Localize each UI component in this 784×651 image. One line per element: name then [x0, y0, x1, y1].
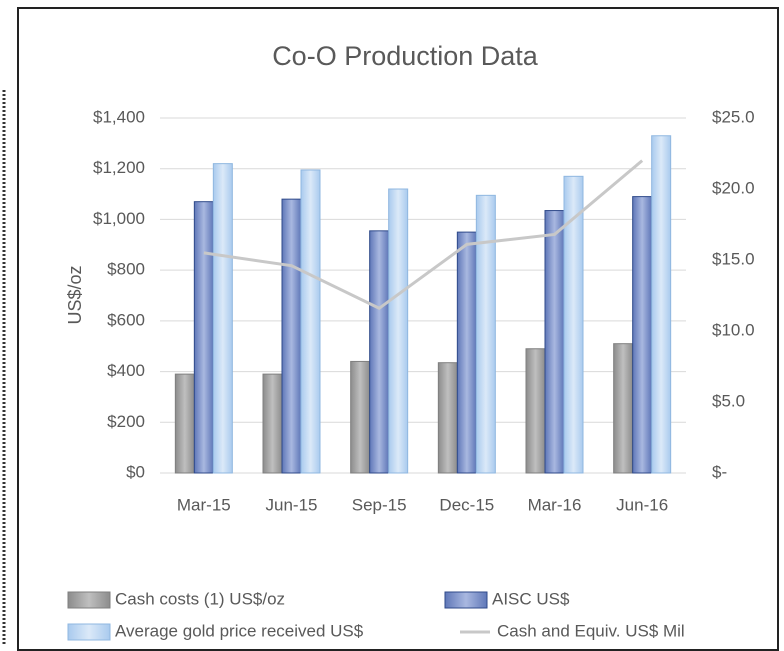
y2-tick-label: $20.0	[712, 178, 755, 197]
chart-title: Co-O Production Data	[272, 41, 539, 71]
legend-label: Cash and Equiv. US$ Mil	[497, 621, 685, 640]
bar	[632, 196, 653, 474]
bar	[456, 231, 477, 474]
legend-swatch	[444, 591, 488, 609]
y-tick-label: $1,000	[93, 209, 145, 228]
bar	[544, 210, 565, 474]
bar	[525, 348, 546, 474]
y-tick-label: $1,400	[93, 107, 145, 126]
legend-swatch	[67, 623, 111, 641]
legend-label: Cash costs (1) US$/oz	[115, 589, 285, 608]
bar	[350, 360, 371, 474]
y-tick-label: $1,200	[93, 158, 145, 177]
bar	[300, 169, 321, 474]
bar	[388, 188, 409, 474]
bar	[262, 373, 283, 474]
bar	[651, 135, 672, 474]
bar	[437, 362, 458, 474]
y2-tick-label: $10.0	[712, 320, 755, 339]
x-tick-label: Mar-15	[177, 495, 231, 514]
bar	[212, 163, 233, 474]
line-series	[203, 159, 644, 311]
x-tick-label: Jun-16	[616, 495, 668, 514]
y-axis-label: US$/oz	[65, 265, 85, 324]
legend-label: AISC US$	[492, 589, 570, 608]
y-tick-label: $400	[107, 361, 145, 380]
y2-tick-label: $25.0	[712, 107, 755, 126]
bar	[174, 373, 195, 474]
x-tick-label: Dec-15	[439, 495, 494, 514]
bar	[563, 175, 584, 474]
y-tick-label: $800	[107, 260, 145, 279]
y-tick-label: $600	[107, 310, 145, 329]
x-tick-label: Jun-15	[266, 495, 318, 514]
y2-tick-label: $-	[712, 462, 727, 481]
bar	[281, 198, 302, 474]
y2-tick-label: $5.0	[712, 391, 745, 410]
legend-swatch	[67, 591, 111, 609]
bar	[193, 201, 214, 474]
legend-label: Average gold price received US$	[115, 621, 364, 640]
y-tick-label: $0	[126, 462, 145, 481]
bar	[369, 230, 390, 474]
x-tick-label: Mar-16	[528, 495, 582, 514]
x-tick-label: Sep-15	[352, 495, 407, 514]
y2-tick-label: $15.0	[712, 249, 755, 268]
bar	[613, 343, 634, 474]
y-tick-label: $200	[107, 412, 145, 431]
bar	[475, 194, 496, 474]
